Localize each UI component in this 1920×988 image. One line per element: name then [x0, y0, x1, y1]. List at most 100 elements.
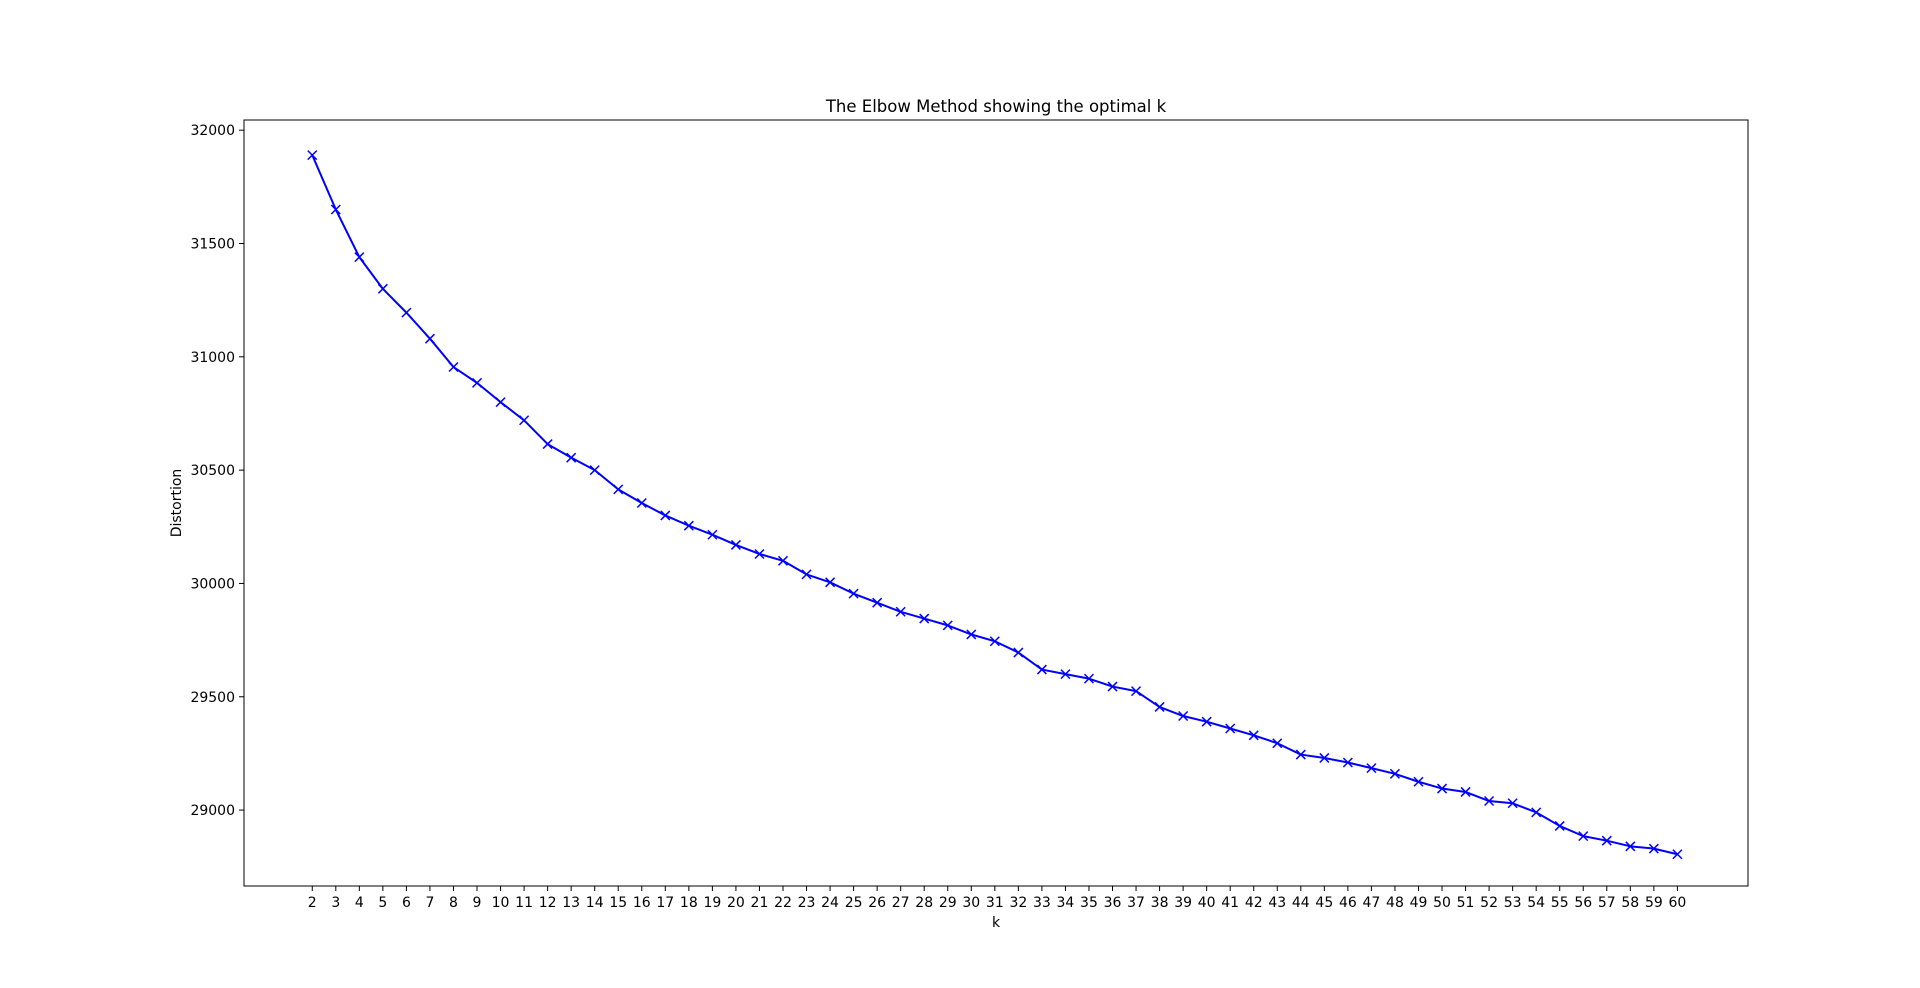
x-tick-label: 35	[1080, 895, 1098, 911]
x-tick-label: 20	[727, 895, 745, 911]
data-point-marker	[566, 452, 577, 463]
data-point-marker	[1319, 752, 1330, 763]
x-tick-label: 11	[515, 895, 533, 911]
data-point-marker	[495, 397, 506, 408]
x-tick-label: 31	[986, 895, 1004, 911]
data-point-marker	[1272, 738, 1283, 749]
x-tick-label: 33	[1033, 895, 1051, 911]
x-tick-label: 54	[1527, 895, 1545, 911]
x-tick-label: 23	[798, 895, 816, 911]
data-point-marker	[307, 150, 318, 161]
data-point-marker	[1366, 763, 1377, 774]
x-tick-label: 4	[355, 895, 364, 911]
x-tick-label: 37	[1127, 895, 1145, 911]
y-tick-label: 29500	[190, 690, 235, 706]
x-tick-label: 9	[473, 895, 482, 911]
x-tick-label: 57	[1598, 895, 1616, 911]
x-tick-label: 7	[425, 895, 434, 911]
data-point-marker	[1531, 807, 1542, 818]
x-axis-label: k	[992, 915, 1001, 931]
data-point-marker	[1507, 798, 1518, 809]
x-tick-label: 22	[774, 895, 792, 911]
x-tick-label: 15	[609, 895, 627, 911]
data-point-marker	[471, 377, 483, 388]
data-point-marker	[519, 415, 530, 426]
x-tick-label: 49	[1410, 895, 1428, 911]
y-tick-label: 31000	[190, 350, 235, 366]
x-tick-label: 58	[1621, 895, 1639, 911]
data-point-marker	[1178, 710, 1189, 722]
x-tick-label: 12	[539, 895, 557, 911]
x-tick-label: 6	[402, 895, 411, 911]
data-point-marker	[1295, 749, 1306, 760]
data-point-marker	[1578, 831, 1589, 842]
data-point-marker	[1389, 768, 1400, 779]
x-tick-label: 55	[1551, 895, 1569, 911]
data-point-marker	[1060, 669, 1071, 680]
x-tick-label: 38	[1151, 895, 1169, 911]
data-point-marker	[1036, 664, 1047, 675]
data-point-marker	[660, 510, 671, 521]
data-point-marker	[1107, 681, 1118, 692]
data-point-marker	[354, 252, 365, 263]
x-tick-label: 56	[1574, 895, 1592, 911]
x-tick-label: 28	[915, 895, 933, 911]
data-point-marker	[1013, 647, 1024, 658]
x-tick-label: 25	[845, 895, 863, 911]
series-distortion	[307, 150, 1683, 860]
x-tick-label: 5	[378, 895, 387, 911]
data-point-marker	[707, 529, 718, 540]
data-point-marker	[1131, 686, 1142, 697]
x-tick-label: 51	[1457, 895, 1475, 911]
x-tick-label: 3	[331, 895, 340, 911]
x-tick-label: 8	[449, 895, 458, 911]
x-tick-label: 26	[868, 895, 886, 911]
data-point-marker	[1248, 730, 1259, 741]
x-tick-label: 48	[1386, 895, 1404, 911]
data-point-marker	[919, 613, 930, 624]
x-tick-label: 30	[962, 895, 980, 911]
x-axis: 2 3 4 5 6 7 8 9 10 11 12 13 14 15 16 17 18 19 20 21 22 23 24 25…	[308, 886, 1686, 911]
data-point-marker	[801, 569, 812, 580]
data-point-marker	[589, 465, 600, 476]
x-tick-label: 59	[1645, 895, 1663, 911]
x-tick-label: 45	[1315, 895, 1333, 911]
data-point-marker	[989, 636, 1000, 647]
data-point-marker	[1460, 786, 1471, 797]
plot-area	[243, 119, 1749, 887]
x-tick-label: 2	[308, 895, 317, 911]
x-tick-label: 34	[1057, 895, 1075, 911]
data-point-marker	[1225, 723, 1236, 734]
y-tick-label: 32000	[190, 123, 235, 139]
data-point-marker	[1342, 757, 1353, 768]
y-tick-label: 29000	[190, 803, 235, 819]
data-point-marker	[777, 555, 789, 566]
data-point-marker	[942, 620, 953, 631]
x-tick-label: 16	[633, 895, 651, 911]
data-point-marker	[1413, 776, 1424, 787]
x-tick-label: 60	[1668, 895, 1686, 911]
data-point-marker	[872, 597, 883, 608]
data-point-marker	[613, 484, 624, 495]
data-point-marker	[730, 539, 741, 550]
x-tick-label: 42	[1245, 895, 1263, 911]
x-tick-label: 50	[1433, 895, 1451, 911]
y-axis-label: Distortion	[169, 469, 185, 538]
data-point-marker	[401, 307, 412, 318]
data-point-marker	[1648, 843, 1659, 854]
data-point-marker	[424, 333, 435, 344]
y-tick-label: 31500	[190, 237, 235, 253]
data-point-marker	[1436, 783, 1448, 794]
x-tick-label: 17	[656, 895, 674, 911]
chart-title: The Elbow Method showing the optimal k	[825, 97, 1167, 116]
x-tick-label: 14	[586, 895, 604, 911]
x-tick-label: 10	[492, 895, 510, 911]
x-tick-label: 27	[892, 895, 910, 911]
y-tick-label: 30500	[190, 463, 235, 479]
x-tick-label: 43	[1268, 895, 1286, 911]
data-point-marker	[895, 606, 906, 617]
data-point-marker	[754, 548, 765, 560]
data-point-marker	[1554, 820, 1565, 831]
